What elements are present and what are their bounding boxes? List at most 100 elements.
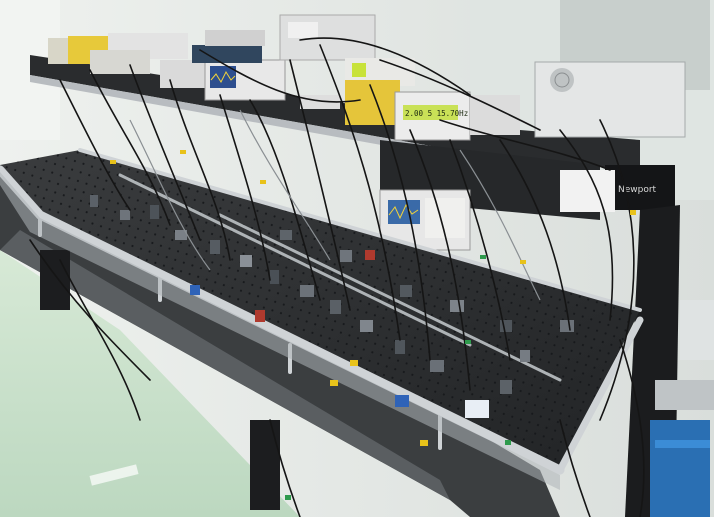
- cable: [499, 139, 571, 331]
- yellow-tag: [630, 210, 636, 215]
- table-skirt-edge: [0, 230, 450, 500]
- instrument-box: [300, 95, 340, 109]
- waveform-trace: [210, 70, 236, 84]
- cable: [319, 44, 401, 341]
- fan-grille-ring-icon: [554, 72, 570, 88]
- power-supply-display: [403, 105, 458, 120]
- cable: [129, 64, 201, 241]
- cable: [449, 139, 511, 361]
- yellow-tag: [520, 260, 526, 264]
- mirror-mount: [330, 300, 341, 314]
- mirror-mount: [120, 210, 130, 220]
- cable: [439, 119, 611, 171]
- frame-side-panel: [0, 172, 560, 490]
- newport-post-head: [605, 165, 675, 210]
- table-leg: [250, 420, 280, 510]
- blue-optic-mount: [395, 395, 409, 407]
- yellow-tag: [420, 440, 428, 446]
- mirror-mount: [360, 320, 373, 332]
- cable: [559, 129, 614, 321]
- yellow-control-panel: [345, 80, 400, 125]
- table-leg: [40, 250, 70, 310]
- cable: [559, 419, 591, 517]
- lab-floor: [0, 250, 300, 517]
- mirror-mount: [520, 350, 530, 362]
- cable: [369, 84, 431, 361]
- green-tag: [465, 340, 471, 344]
- grey-cable-bundles: [129, 109, 541, 301]
- instrument-box: [160, 60, 210, 88]
- yellow-tag: [350, 360, 358, 366]
- fan-grille-icon: [550, 68, 574, 92]
- side-equipment: [655, 380, 714, 410]
- cable: [299, 37, 471, 96]
- yellow-tag: [180, 150, 186, 154]
- cable-tags: [110, 150, 666, 500]
- mirror-mount: [340, 250, 352, 262]
- shelf-instruments: 2.00 5 15.70Hz: [48, 14, 686, 141]
- mirror-mount: [300, 285, 314, 297]
- blue-optic-mount: [190, 285, 200, 295]
- cable: [29, 239, 151, 381]
- mirror-mount: [560, 320, 574, 332]
- red-optic-mount: [365, 250, 375, 260]
- signal-generator-panel: [288, 22, 318, 38]
- yellow-tag: [110, 160, 116, 164]
- mirror-mount: [400, 285, 412, 297]
- cable: [249, 99, 321, 301]
- cable: [459, 149, 541, 301]
- mirror-mount: [395, 340, 405, 354]
- mirror-mount: [430, 360, 444, 372]
- mirror-mount: [280, 230, 292, 240]
- cable: [269, 419, 301, 517]
- cable-bundles: [29, 37, 645, 517]
- controller-led-panel: [352, 63, 366, 77]
- mirror-mount: [500, 320, 512, 332]
- mirror-mount: [270, 270, 279, 284]
- cable: [599, 119, 635, 421]
- cable: [199, 49, 361, 103]
- mirror-mount: [90, 195, 98, 207]
- white-optic-block: [465, 400, 489, 418]
- floor-marker: [89, 464, 139, 486]
- cable: [289, 59, 351, 311]
- blue-storage-bin: [650, 420, 710, 517]
- instrument-dark: [192, 45, 262, 63]
- mirror-mount: [150, 205, 159, 219]
- yellow-tag: [260, 180, 266, 184]
- power-supply-readout: 2.00 5 15.70Hz: [405, 109, 468, 118]
- lower-waveform-trace: [388, 203, 419, 220]
- table-hole-grid: [0, 150, 640, 470]
- cable: [59, 79, 131, 211]
- mirror-mount: [175, 230, 187, 240]
- brand-label: Newport: [618, 185, 657, 195]
- cable: [129, 119, 211, 271]
- green-tag: [480, 255, 486, 259]
- cable: [59, 259, 141, 421]
- cable: [239, 109, 331, 261]
- green-tag: [285, 495, 291, 500]
- instrument-box: [90, 50, 150, 74]
- green-tag: [505, 440, 511, 445]
- yellow-tag: [330, 380, 338, 386]
- cable: [219, 94, 271, 281]
- cable: [379, 59, 541, 131]
- instrument-box: [470, 95, 520, 135]
- cable: [89, 69, 171, 226]
- white-cloth: [560, 170, 615, 212]
- frame-inner-rail: [218, 213, 562, 382]
- cable: [169, 79, 231, 261]
- cable: [409, 129, 471, 391]
- mirror-mount: [500, 380, 512, 394]
- frame-right-rail: [556, 316, 644, 474]
- side-equipment: [680, 300, 714, 360]
- cable: [619, 339, 645, 517]
- mirror-mount: [450, 300, 464, 312]
- mirror-mount: [240, 255, 252, 267]
- oscilloscope-knob-panel: [425, 198, 465, 238]
- mirror-mount: [210, 240, 220, 254]
- frame-inner-rail: [118, 173, 472, 347]
- instrument-box: [205, 30, 265, 46]
